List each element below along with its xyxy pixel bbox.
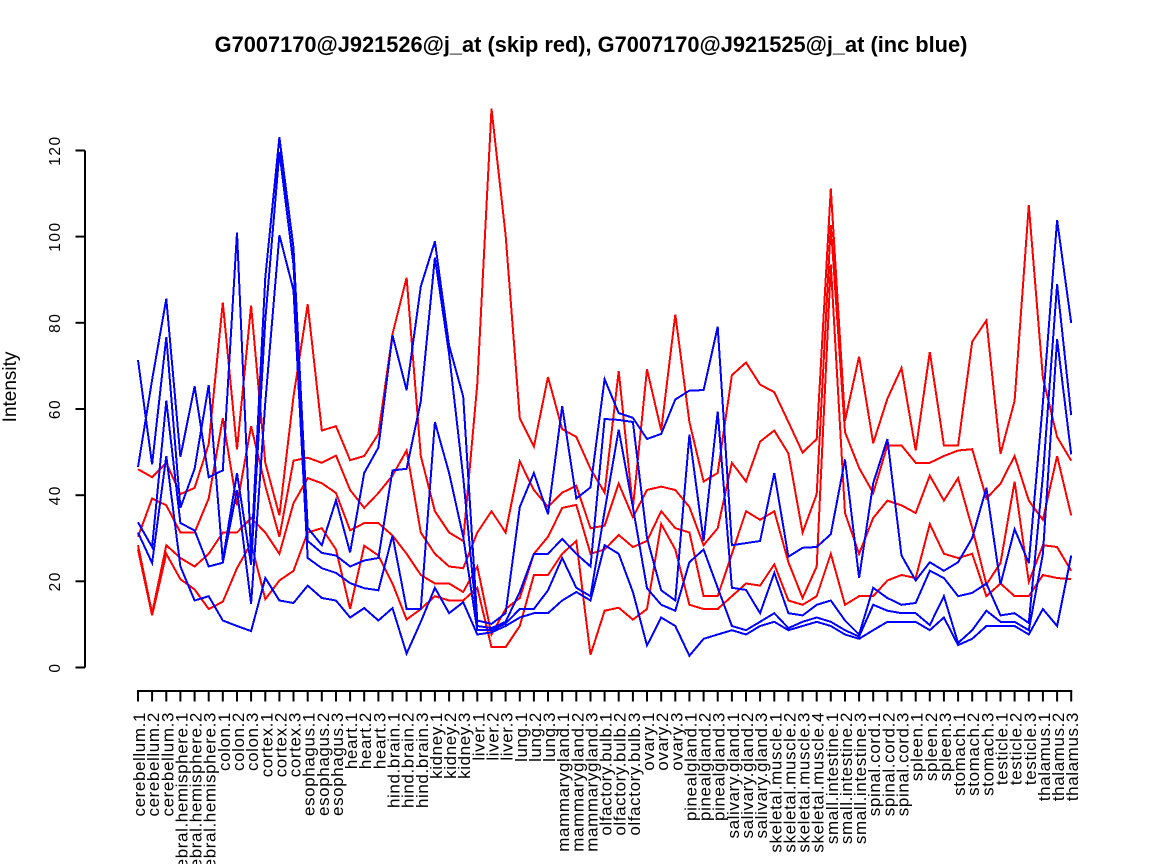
svg-text:hind.brain.1: hind.brain.1 xyxy=(384,712,403,808)
svg-text:liver.3: liver.3 xyxy=(498,712,517,761)
svg-text:mammarygland.2: mammarygland.2 xyxy=(568,712,587,852)
svg-text:ovary.1: ovary.1 xyxy=(639,712,658,771)
svg-text:spleen.1: spleen.1 xyxy=(908,712,927,781)
svg-text:salivary.gland.1: salivary.gland.1 xyxy=(724,712,743,838)
svg-text:colon.3: colon.3 xyxy=(243,712,262,771)
svg-text:olfactory.bulb.1: olfactory.bulb.1 xyxy=(597,712,616,836)
svg-text:ovary.2: ovary.2 xyxy=(653,712,672,771)
svg-text:thalamus.3: thalamus.3 xyxy=(1063,712,1082,801)
svg-text:lung.3: lung.3 xyxy=(540,712,559,762)
svg-text:colon.2: colon.2 xyxy=(229,712,248,771)
svg-text:pinealgland.3: pinealgland.3 xyxy=(710,712,729,821)
svg-text:skeletal.muscle.4: skeletal.muscle.4 xyxy=(809,712,828,853)
svg-text:testicle.3: testicle.3 xyxy=(1021,712,1040,785)
svg-text:olfactory.bulb.3: olfactory.bulb.3 xyxy=(625,712,644,836)
svg-text:spinal.cord.3: spinal.cord.3 xyxy=(893,712,912,816)
svg-text:salivary.gland.2: salivary.gland.2 xyxy=(738,712,757,838)
svg-text:spleen.2: spleen.2 xyxy=(922,712,941,781)
svg-text:liver.2: liver.2 xyxy=(483,712,502,761)
svg-text:cerebral.hemisphere.3: cerebral.hemisphere.3 xyxy=(201,712,220,864)
svg-text:lung.2: lung.2 xyxy=(526,712,545,762)
svg-text:small.intestine.1: small.intestine.1 xyxy=(823,712,842,844)
svg-text:hind.brain.2: hind.brain.2 xyxy=(399,712,418,808)
svg-text:stomach.3: stomach.3 xyxy=(978,712,997,796)
svg-text:skeletal.muscle.2: skeletal.muscle.2 xyxy=(780,712,799,853)
svg-text:40: 40 xyxy=(47,485,64,505)
svg-text:80: 80 xyxy=(47,313,64,333)
svg-text:thalamus.1: thalamus.1 xyxy=(1035,712,1054,801)
svg-text:mammarygland.3: mammarygland.3 xyxy=(582,712,601,852)
svg-text:cortex.2: cortex.2 xyxy=(271,712,290,777)
svg-text:cerebellum.2: cerebellum.2 xyxy=(144,712,163,817)
svg-text:cerebral.hemisphere.2: cerebral.hemisphere.2 xyxy=(187,712,206,864)
svg-text:kidney.2: kidney.2 xyxy=(441,712,460,779)
svg-text:skeletal.muscle.1: skeletal.muscle.1 xyxy=(766,712,785,853)
svg-text:120: 120 xyxy=(47,135,64,165)
svg-text:esophagus.3: esophagus.3 xyxy=(328,712,347,816)
svg-text:spinal.cord.2: spinal.cord.2 xyxy=(879,712,898,816)
svg-text:stomach.1: stomach.1 xyxy=(950,712,969,796)
svg-text:cerebral.hemisphere.1: cerebral.hemisphere.1 xyxy=(172,712,191,864)
svg-text:small.intestine.3: small.intestine.3 xyxy=(851,712,870,844)
svg-text:esophagus.2: esophagus.2 xyxy=(314,712,333,816)
svg-text:pinealgland.1: pinealgland.1 xyxy=(681,712,700,821)
svg-text:stomach.2: stomach.2 xyxy=(964,712,983,796)
svg-text:20: 20 xyxy=(47,571,64,591)
svg-text:olfactory.bulb.2: olfactory.bulb.2 xyxy=(611,712,630,836)
svg-text:esophagus.1: esophagus.1 xyxy=(300,712,319,816)
svg-text:kidney.3: kidney.3 xyxy=(455,712,474,779)
svg-text:cerebellum.1: cerebellum.1 xyxy=(130,712,149,817)
svg-text:testicle.2: testicle.2 xyxy=(1007,712,1026,785)
svg-text:spleen.3: spleen.3 xyxy=(936,712,955,781)
svg-text:cortex.1: cortex.1 xyxy=(257,712,276,777)
svg-text:pinealgland.2: pinealgland.2 xyxy=(696,712,715,821)
svg-text:skeletal.muscle.3: skeletal.muscle.3 xyxy=(795,712,814,853)
svg-text:mammarygland.1: mammarygland.1 xyxy=(554,712,573,852)
svg-text:0: 0 xyxy=(47,662,64,672)
svg-text:100: 100 xyxy=(47,221,64,251)
svg-text:cerebellum.3: cerebellum.3 xyxy=(158,712,177,817)
svg-text:hind.brain.3: hind.brain.3 xyxy=(413,712,432,808)
svg-text:heart.2: heart.2 xyxy=(356,712,375,769)
svg-text:kidney.1: kidney.1 xyxy=(427,712,446,779)
svg-text:testicle.1: testicle.1 xyxy=(992,712,1011,785)
svg-text:thalamus.2: thalamus.2 xyxy=(1049,712,1068,801)
svg-text:cortex.3: cortex.3 xyxy=(285,712,304,777)
svg-text:small.intestine.2: small.intestine.2 xyxy=(837,712,856,844)
svg-text:colon.1: colon.1 xyxy=(215,712,234,771)
svg-text:heart.1: heart.1 xyxy=(342,712,361,769)
svg-text:G7007170@J921526@j_at (skip re: G7007170@J921526@j_at (skip red), G70071… xyxy=(215,32,968,57)
svg-text:lung.1: lung.1 xyxy=(512,712,531,762)
svg-text:spinal.cord.1: spinal.cord.1 xyxy=(865,712,884,816)
svg-text:Intensity: Intensity xyxy=(0,351,21,422)
svg-text:salivary.gland.3: salivary.gland.3 xyxy=(752,712,771,838)
svg-text:heart.3: heart.3 xyxy=(370,712,389,769)
svg-text:60: 60 xyxy=(47,399,64,419)
svg-text:liver.1: liver.1 xyxy=(469,712,488,761)
svg-text:ovary.3: ovary.3 xyxy=(667,712,686,771)
